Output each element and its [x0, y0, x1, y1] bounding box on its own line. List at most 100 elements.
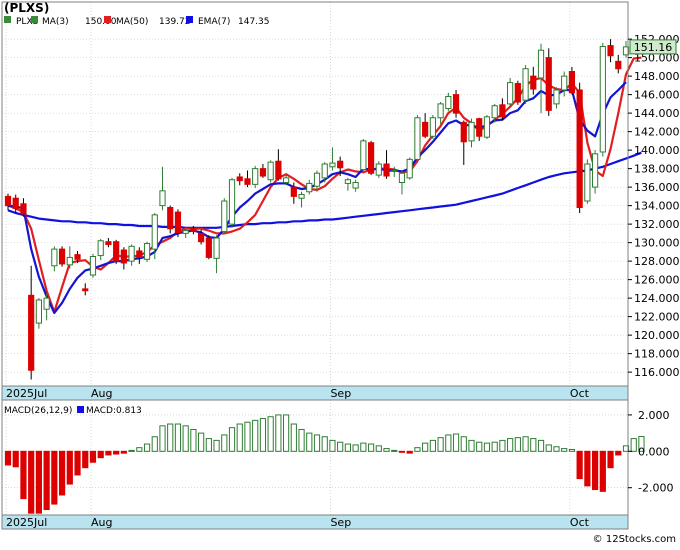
macd-bar — [298, 428, 305, 452]
macd-bar — [337, 441, 344, 452]
price-month-label: Sep — [330, 387, 351, 400]
macd-bar — [468, 439, 475, 452]
candle-body — [383, 163, 390, 177]
candle-body — [244, 178, 251, 185]
macd-bar — [12, 450, 19, 468]
candle-body — [167, 206, 174, 230]
labels-group: (PLXS) MACD(26,12,9) MACD:0.813 © 12Stoc… — [4, 1, 676, 545]
macd-bar — [259, 418, 267, 452]
candle-body — [20, 203, 27, 215]
candles-group — [4, 39, 630, 380]
macd-bar — [592, 450, 599, 491]
candle-body — [514, 83, 521, 103]
macd-bar — [105, 450, 112, 456]
macd-bar — [398, 450, 406, 453]
candle-body — [228, 179, 236, 225]
candle-body — [275, 160, 282, 180]
candle-body — [97, 240, 104, 257]
candle-body — [298, 194, 305, 199]
macd-bar — [306, 432, 313, 452]
macd-bar — [174, 423, 182, 452]
candle-body — [43, 297, 50, 310]
candle-body — [398, 172, 406, 183]
macd-x-axis-band — [1, 514, 629, 530]
macd-bar — [561, 448, 568, 452]
macd-bar — [367, 443, 375, 452]
footer-credit: © 12Stocks.com — [593, 534, 676, 545]
macd-bar — [82, 450, 89, 469]
macd-bar — [313, 434, 321, 452]
candle-body — [460, 121, 467, 143]
macd-bar — [35, 450, 42, 514]
macd-bar — [537, 439, 545, 452]
candle-body — [12, 197, 19, 209]
legend-label: EMA(7) — [198, 17, 230, 27]
macd-bar — [329, 439, 336, 452]
legend-label: MA(50) — [116, 17, 148, 27]
macd-bar — [437, 437, 444, 452]
macd-bar — [236, 423, 243, 452]
candle-body — [499, 104, 506, 118]
macd-bar — [283, 414, 290, 452]
candle-body — [360, 140, 367, 171]
macd-bar — [507, 438, 514, 452]
candle-body — [468, 121, 475, 142]
candle-body — [113, 241, 120, 262]
macd-bar — [414, 447, 421, 452]
candle-body — [174, 211, 182, 233]
macd-bar — [275, 414, 282, 452]
macd-bars-group — [4, 414, 645, 514]
candle-body — [576, 89, 583, 208]
candle-body — [561, 75, 568, 91]
candle-body — [198, 232, 205, 243]
candle-body — [344, 179, 351, 184]
candle-body — [182, 230, 189, 234]
ticker-title: (PLXS) — [4, 1, 49, 15]
candle-body — [120, 249, 127, 264]
macd-bar — [167, 423, 174, 452]
price-tick-label: 138.000 — [634, 163, 680, 176]
macd-legend-swatch — [77, 406, 84, 413]
macd-month-label: Aug — [91, 516, 112, 529]
candle-body — [437, 103, 444, 119]
price-month-label: 2025Jul — [6, 387, 47, 400]
macd-bar — [499, 439, 506, 452]
candle-body — [136, 250, 143, 258]
candle-body — [592, 153, 599, 188]
candle-body — [553, 89, 560, 105]
macd-bar — [360, 442, 367, 452]
price-tick-label: 134.000 — [634, 200, 680, 213]
price-tick-label: 116.000 — [634, 366, 680, 379]
macd-month-label: Sep — [330, 516, 351, 529]
candle-body — [391, 169, 398, 172]
candle-body — [530, 75, 537, 90]
price-tick-label: 140.000 — [634, 144, 680, 157]
candle-body — [290, 186, 297, 197]
candle-body — [607, 45, 614, 57]
candle-body — [236, 176, 243, 182]
macd-bar — [553, 446, 560, 452]
macd-bar — [568, 448, 576, 452]
candle-body — [74, 254, 81, 260]
legend-label: 147.35 — [238, 17, 270, 27]
macd-bar — [545, 444, 552, 452]
candle-body — [89, 256, 97, 276]
macd-bar — [615, 450, 622, 456]
candle-body — [143, 243, 151, 260]
price-tick-label: 120.000 — [634, 329, 680, 342]
legend-label: 150.00 — [85, 17, 117, 27]
macd-bar — [483, 442, 491, 452]
macd-bar — [97, 450, 104, 459]
candle-body — [445, 95, 452, 109]
candle-body — [4, 195, 12, 207]
macd-bar — [383, 448, 390, 452]
macd-bar — [143, 443, 151, 452]
macd-month-label: 2025Jul — [6, 516, 47, 529]
candle-body — [205, 237, 212, 258]
macd-bar — [58, 450, 66, 496]
macd-bar — [136, 447, 143, 452]
candle-body — [367, 142, 375, 174]
macd-bar — [198, 432, 205, 452]
candle-body — [105, 241, 112, 245]
